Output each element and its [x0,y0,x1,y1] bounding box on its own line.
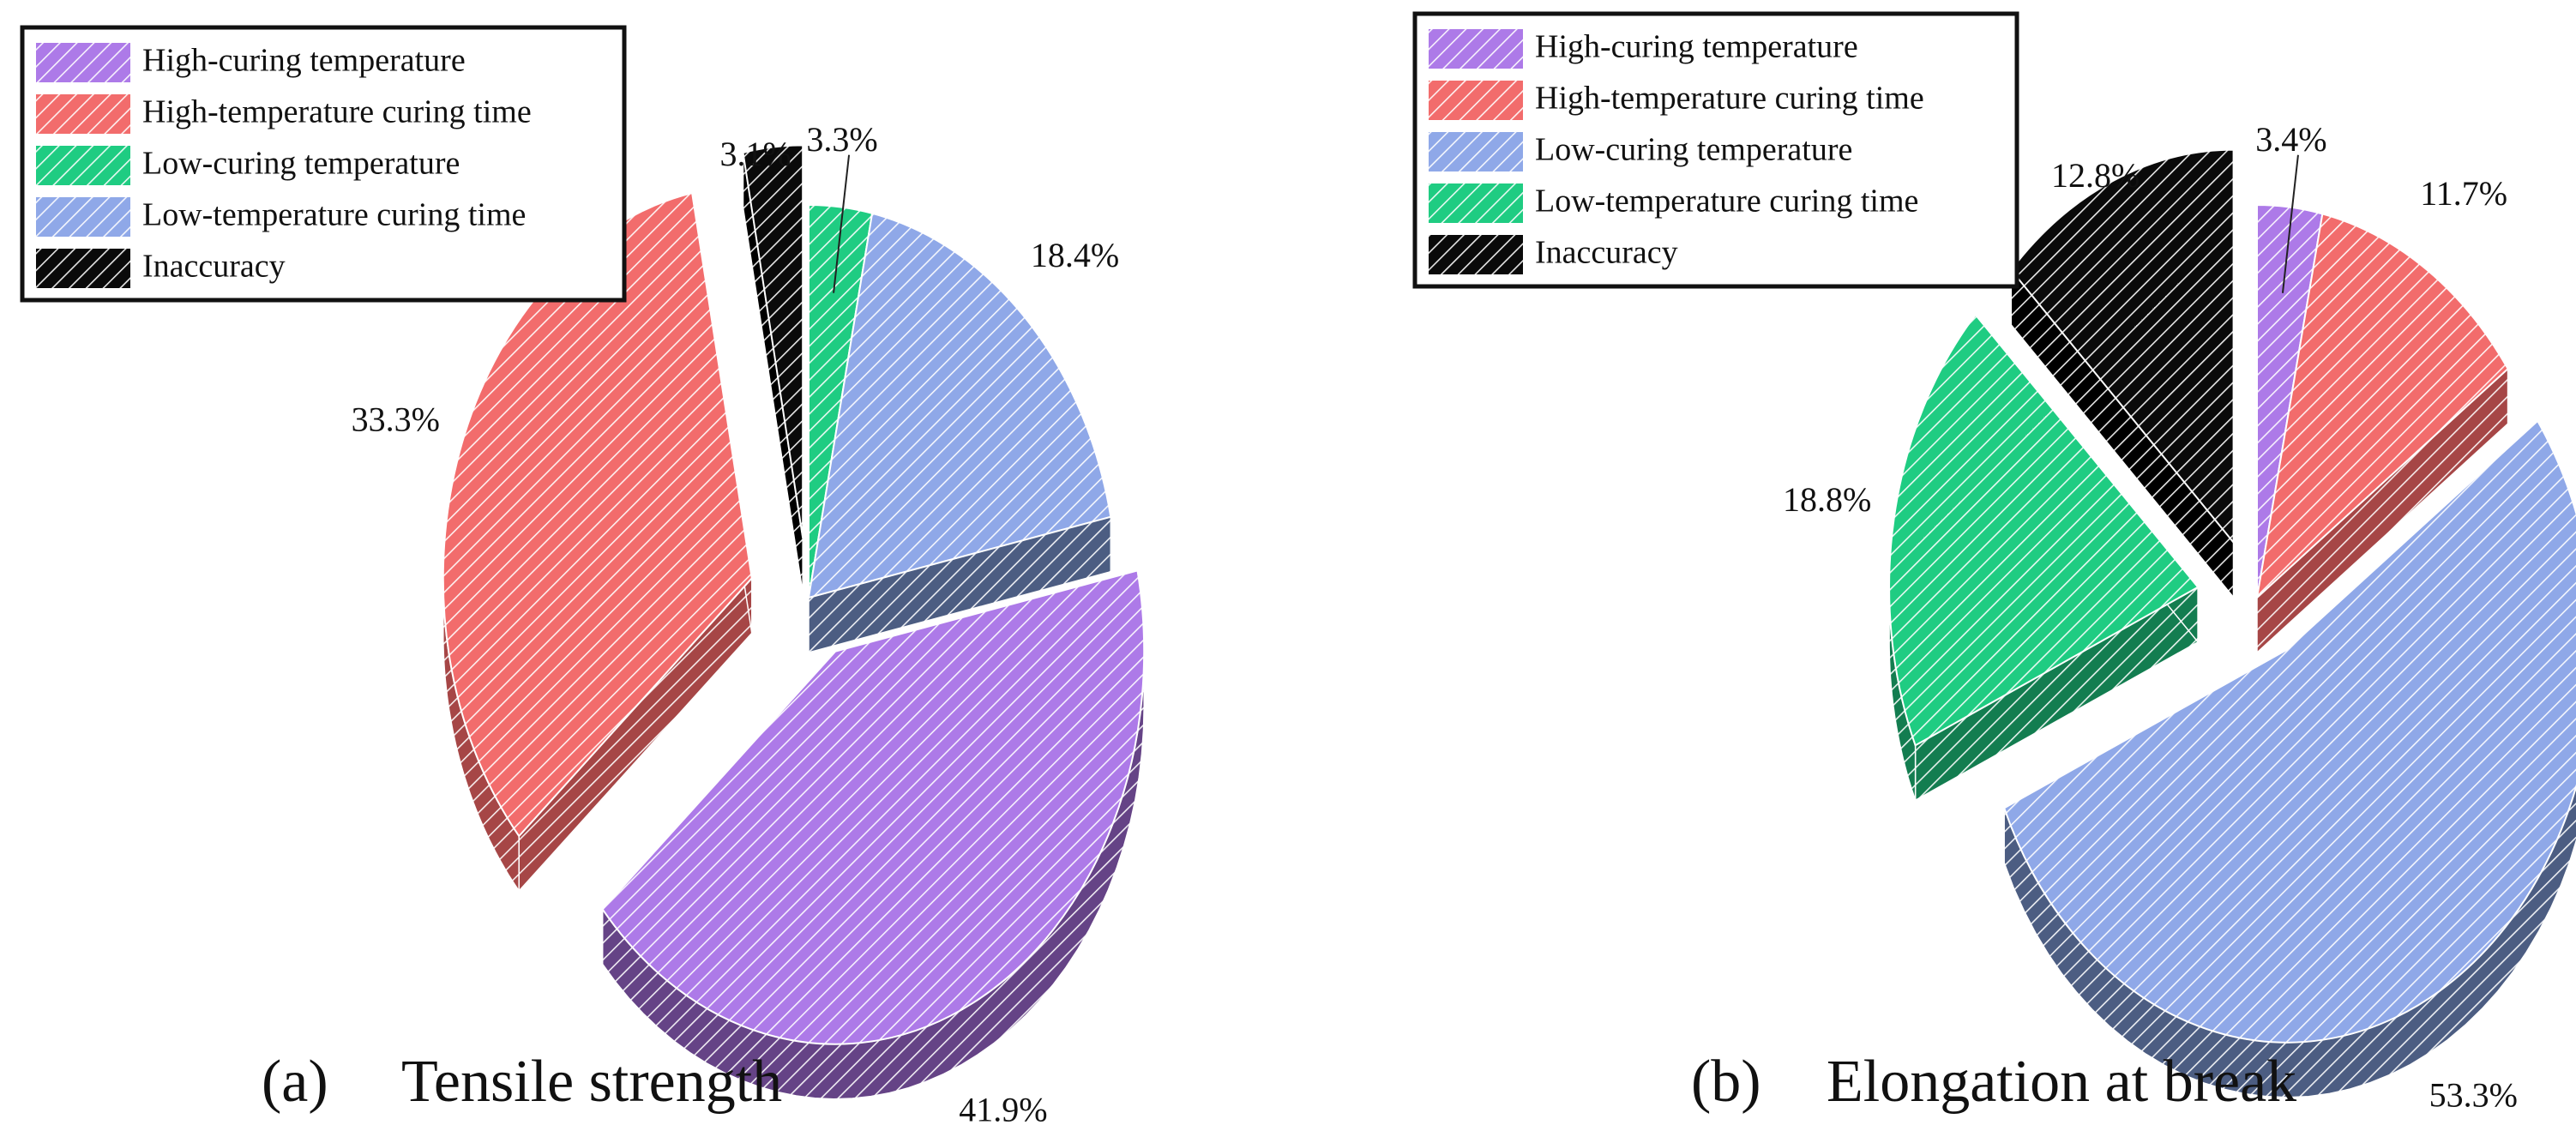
leader-line-high-curing-temperature [2281,154,2299,293]
pie-b [1888,148,2576,1098]
legend-b: High-curing temperature High-temperature … [1412,11,2019,289]
slice-hatch-low-temperature-curing-time [1889,315,2199,746]
caption-letter-b: (b) [1691,1049,1761,1115]
slice-label-inaccuracy: 3.1% [720,135,791,173]
legend-label-high-temperature-curing-time: High-temperature curing time [1535,81,1924,117]
slice-hatch-high-temperature-curing-time [442,192,752,837]
slice-hatch-low-curing-temperature [2004,420,2576,1043]
legend-label-inaccuracy: Inaccuracy [1535,235,1678,271]
slice-label-low-temperature-curing-time: 18.4% [1031,236,1119,274]
caption-letter-a: (a) [262,1049,328,1115]
slice-label-low-temperature-curing-time: 18.8% [1783,480,1871,519]
caption-title-a: Tensile strength [401,1049,782,1115]
legend-label-high-curing-temperature: High-curing temperature [1535,29,1858,65]
legend-label-low-curing-temperature: Low-curing temperature [1535,132,1852,168]
slice-label-inaccuracy: 12.8% [2051,156,2140,195]
legend-label-low-temperature-curing-time: Low-temperature curing time [142,197,526,233]
slice-label-high-curing-temperature: 3.4% [2255,120,2326,159]
leader-line-low-curing-temperature [833,154,851,293]
slice-hatch-inaccuracy [743,145,803,538]
slice-hatch-high-temperature-curing-time [2257,214,2508,598]
legend-label-low-curing-temperature: Low-curing temperature [142,146,460,182]
pie-a [442,144,1146,1100]
legend-label-high-temperature-curing-time: High-temperature curing time [142,94,532,130]
slice-label-low-curing-temperature: 53.3% [2429,1076,2518,1115]
slice-labels-a: 3.3% 18.4% 41.9% 33.3% 3.1% [352,120,1120,1129]
chart-b: 3.4% 11.7% 53.3% 18.8% 12.8% High-curing tem… [1412,11,2576,1115]
slice-label-low-curing-temperature: 3.3% [806,120,877,159]
slice-hatch-low-temperature-curing-time [809,213,1111,599]
chart-a: 3.3% 18.4% 41.9% 33.3% 3.1% High-curing temp… [20,25,1146,1129]
legend-a: High-curing temperature High-temperature … [20,25,627,303]
slice-label-high-curing-temperature: 41.9% [959,1090,1047,1128]
slice-hatch-high-curing-temperature [602,570,1145,1044]
slice-label-high-temperature-curing-time: 11.7% [2420,174,2507,213]
slice-hatch-inaccuracy [2011,149,2234,543]
legend-label-low-temperature-curing-time: Low-temperature curing time [1535,183,1918,220]
legend-label-high-curing-temperature: High-curing temperature [142,43,466,79]
slice-label-high-temperature-curing-time: 33.3% [352,400,440,439]
caption-title-b: Elongation at break [1827,1049,2296,1115]
slice-labels-b: 3.4% 11.7% 53.3% 18.8% 12.8% [1783,120,2518,1115]
legend-label-inaccuracy: Inaccuracy [142,249,286,285]
